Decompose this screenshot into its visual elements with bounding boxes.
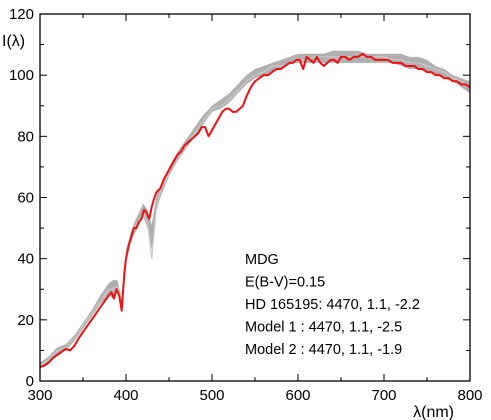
y-tick-label: 40: [17, 251, 34, 268]
x-tick-label: 600: [285, 387, 310, 404]
legend: MDG E(B-V)=0.15 HD 165195: 4470, 1.1, -2.2…: [245, 252, 420, 358]
annotation-line: MDG: [245, 252, 279, 268]
observed-spectrum-line: [39, 52, 471, 369]
y-tick-label: 60: [17, 190, 34, 207]
y-axis-label: I(λ): [2, 33, 25, 50]
annotation-line: Model 2 : 4470, 1.1, -1.9: [245, 342, 402, 358]
x-tick-label: 700: [371, 387, 396, 404]
annotation-line: HD 165195: 4470, 1.1, -2.2: [245, 297, 420, 313]
axis-ticks: 300 400 500 600 700 800 0 20 40 60 80 100 120: [9, 6, 483, 404]
model-spectrum-line: [39, 56, 471, 367]
x-tick-label: 800: [457, 387, 482, 404]
x-tick-label: 300: [27, 387, 52, 404]
annotation-line: Model 1 : 4470, 1.1, -2.5: [245, 320, 402, 336]
x-axis-label: λ(nm): [413, 404, 454, 420]
plot-area: [39, 50, 471, 369]
y-tick-label: 80: [17, 128, 34, 145]
y-tick-label: 100: [9, 67, 34, 84]
y-tick-label: 20: [17, 312, 34, 329]
annotation-line: E(B-V)=0.15: [245, 275, 325, 291]
x-tick-label: 500: [199, 387, 224, 404]
y-tick-label: 0: [26, 373, 34, 390]
y-tick-label: 120: [9, 6, 34, 23]
x-tick-label: 400: [113, 387, 138, 404]
